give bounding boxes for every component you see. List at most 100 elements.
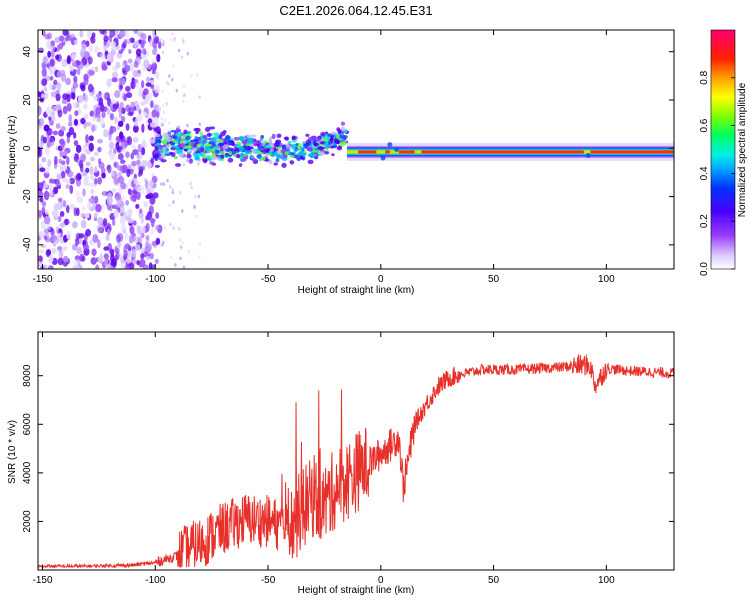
noise-blob [151, 264, 156, 269]
noise-blob [81, 205, 86, 211]
noise-blob [141, 186, 145, 195]
band-blob [211, 155, 218, 161]
noise-blob [127, 111, 134, 117]
noise-blob [149, 252, 154, 260]
noise-blob [120, 206, 126, 213]
band-blob [163, 139, 168, 145]
band-blob [240, 158, 247, 162]
noise-blob [71, 53, 76, 60]
noise-blob [46, 249, 52, 256]
noise-blob [55, 123, 61, 129]
noise-blob [50, 50, 55, 58]
faint-return-blob [195, 214, 198, 219]
band-blob [228, 151, 233, 156]
noise-blob [124, 232, 129, 241]
band-blob [154, 133, 161, 138]
noise-blob [40, 93, 45, 99]
band-blob [186, 130, 192, 135]
noise-blob [57, 231, 61, 238]
band-blob [154, 164, 161, 168]
noise-blob [118, 82, 123, 92]
band-blob [217, 142, 224, 147]
noise-blob [59, 222, 66, 228]
noise-blob [47, 265, 54, 269]
faint-return-blob [165, 80, 169, 85]
noise-blob [83, 144, 88, 153]
noise-blob [73, 258, 80, 266]
band-blob [259, 137, 264, 142]
faint-return-blob [189, 73, 193, 78]
snr-x-axis-label: Height of straight line (km) [298, 585, 415, 596]
noise-blob [153, 192, 159, 199]
band-blob [320, 138, 324, 141]
noise-blob [53, 155, 58, 165]
noise-blob [66, 170, 74, 178]
noise-blob [38, 106, 42, 116]
colorbar-ticks: 0.0 0.2 0.4 0.6 0.8 [699, 70, 735, 276]
noise-blob [104, 257, 109, 267]
band-blob [206, 132, 212, 137]
noise-blob [92, 112, 97, 122]
band-blob [236, 143, 241, 149]
noise-blob [80, 117, 86, 125]
band-blob [251, 157, 256, 162]
noise-blob [121, 195, 126, 201]
noise-blob [93, 212, 98, 219]
faint-return-blob [168, 74, 171, 78]
noise-blob [88, 69, 95, 76]
noise-blob [84, 212, 90, 219]
carrier-deviation [380, 155, 386, 161]
noise-blob [145, 235, 150, 241]
noise-blob [140, 40, 145, 49]
band-blob [162, 132, 169, 138]
band-blob [153, 127, 158, 132]
noise-blob [38, 261, 41, 268]
x-tick-label: -100 [145, 274, 165, 285]
faint-return-blob [178, 227, 181, 231]
noise-blob [105, 234, 110, 242]
noise-blob [38, 124, 42, 130]
x-tick-label: 100 [598, 274, 615, 285]
noise-blob [100, 203, 105, 214]
faint-return-blob [181, 240, 184, 245]
noise-blob [117, 145, 123, 151]
noise-blob [109, 112, 114, 121]
band-blob [336, 134, 340, 140]
colorbar-label: Normalized spectral amplitude [737, 82, 748, 217]
noise-blob [91, 248, 97, 256]
noise-blob [125, 92, 133, 99]
noise-blob [75, 240, 79, 247]
noise-blob [44, 209, 49, 215]
band-blob [193, 138, 198, 143]
y-tick-label: 8000 [22, 364, 33, 387]
noise-blob [149, 139, 156, 144]
faint-return-blob [194, 194, 197, 199]
noise-blob [51, 248, 57, 254]
noise-blob [128, 234, 134, 244]
faint-return-blob [178, 238, 182, 242]
faint-return-blob [187, 249, 190, 254]
band-blob [238, 136, 245, 140]
noise-blob [49, 187, 53, 197]
noise-blob [83, 102, 88, 110]
noise-blob [97, 146, 102, 153]
faint-return-blob [186, 123, 189, 128]
noise-blob [126, 250, 132, 258]
faint-return-blob [171, 32, 174, 36]
faint-return-blob [161, 103, 165, 108]
faint-return-blob [163, 226, 167, 231]
noise-blob [144, 179, 149, 190]
noise-blob [120, 164, 127, 174]
noise-blob [151, 48, 158, 56]
noise-blob [120, 182, 127, 190]
noise-blob [65, 184, 71, 189]
noise-blob [109, 125, 114, 135]
carrier-line-core [421, 150, 584, 154]
noise-blob [140, 253, 145, 260]
noise-blob [58, 35, 65, 42]
band-blob [246, 138, 253, 144]
noise-blob [69, 33, 76, 39]
noise-blob [88, 142, 95, 152]
noise-blob [110, 258, 117, 267]
snr-x-ticks: -150 -100 -50 0 50 100 [33, 332, 615, 586]
